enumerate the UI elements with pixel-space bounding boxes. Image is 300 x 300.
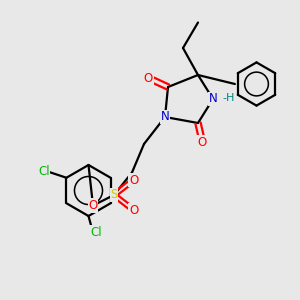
Text: Cl: Cl (38, 165, 50, 178)
Text: O: O (198, 136, 207, 149)
Text: S: S (110, 188, 118, 202)
Text: O: O (88, 199, 98, 212)
Text: N: N (208, 92, 217, 106)
Text: Cl: Cl (90, 226, 102, 239)
Text: N: N (160, 110, 169, 124)
Text: O: O (144, 71, 153, 85)
Text: O: O (129, 203, 138, 217)
Text: O: O (129, 173, 138, 187)
Text: -H: -H (223, 93, 235, 103)
